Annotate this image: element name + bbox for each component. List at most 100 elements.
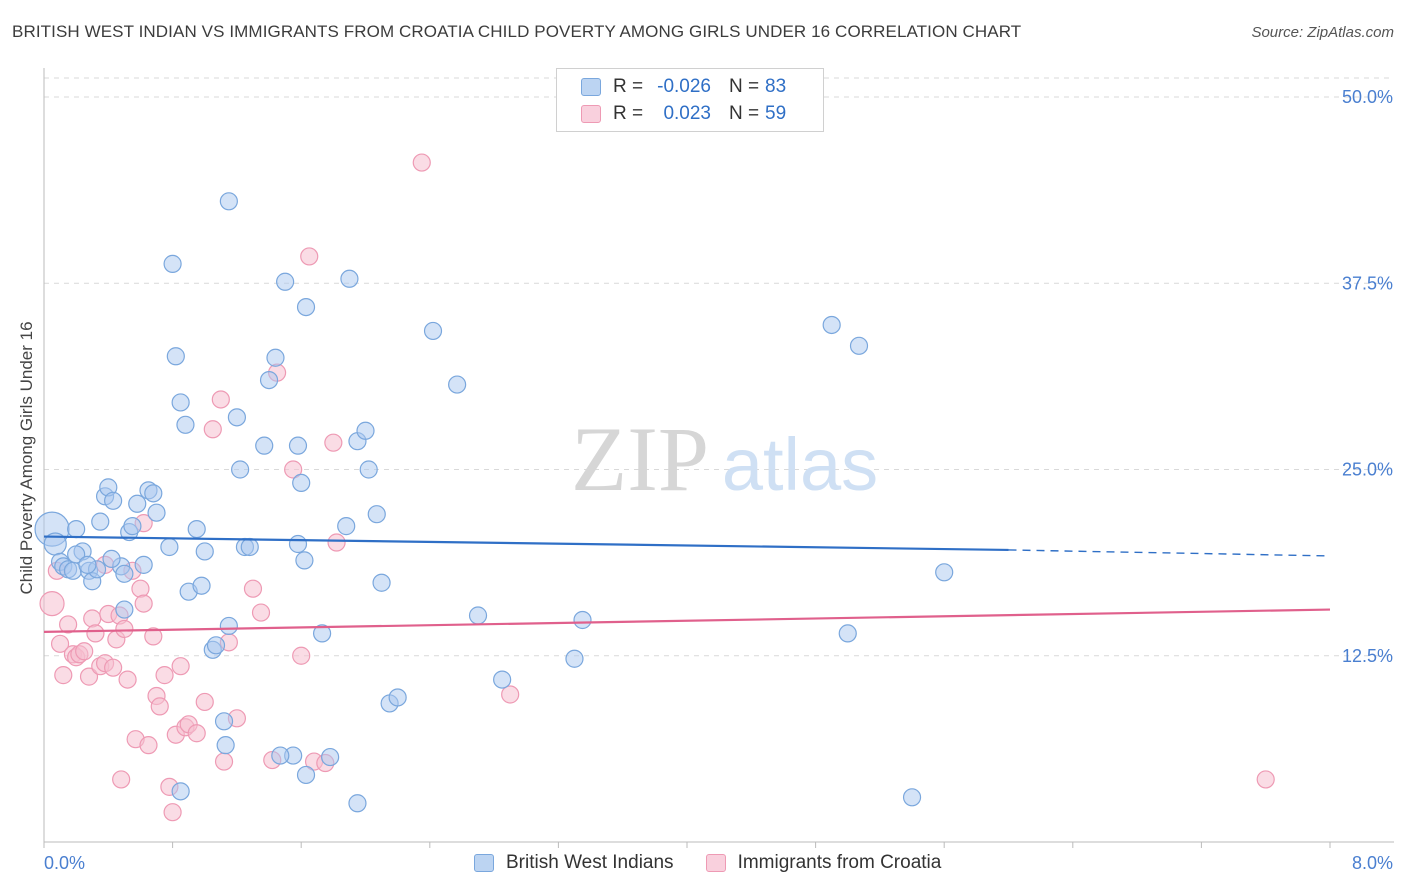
watermark-atlas: atlas: [722, 423, 878, 506]
point-bwi: [372, 573, 391, 592]
point-bwi: [166, 347, 185, 366]
point-bwi: [171, 782, 190, 801]
point-bwi: [134, 555, 153, 574]
legend-n-value: 59: [765, 103, 787, 124]
point-bwi: [176, 415, 195, 434]
point-bwi: [78, 555, 97, 574]
point-croatia: [163, 803, 182, 822]
legend-n-label: N =: [729, 103, 760, 124]
watermark-zip: ZIP: [571, 408, 709, 510]
point-bwi: [312, 624, 332, 643]
point-croatia: [203, 420, 222, 439]
point-bwi: [219, 616, 238, 636]
point-bwi: [337, 517, 356, 536]
point-bwi: [67, 519, 86, 539]
point-bwi: [367, 505, 386, 524]
correlation-legend: R = -0.026 N = 83 R = 0.023 N = 59: [556, 68, 824, 132]
watermark: ZIP atlas: [571, 408, 878, 510]
axis-labels: 12.5% 25.0% 37.5% 50.0% 0.0% 8.0% Child Povert…: [17, 87, 1393, 873]
point-bwi: [468, 606, 488, 625]
legend-swatch-pink: [581, 105, 601, 123]
point-croatia: [139, 736, 158, 755]
point-croatia: [86, 624, 105, 643]
point-croatia: [79, 667, 99, 686]
legend-label-croatia: Immigrants from Croatia: [737, 852, 942, 873]
point-croatia: [171, 657, 190, 676]
point-bwi: [231, 460, 250, 479]
legend-r-value: 0.023: [663, 103, 711, 124]
point-bwi: [266, 348, 285, 367]
point-croatia: [50, 634, 70, 653]
point-croatia: [54, 666, 73, 685]
point-bwi: [144, 484, 163, 503]
legend-swatch-blue: [474, 854, 494, 872]
point-croatia: [59, 615, 78, 634]
legend-swatch-pink: [705, 854, 726, 872]
point-bwi: [573, 610, 592, 630]
point-croatia: [292, 646, 311, 665]
x-tick-label: 0.0%: [44, 853, 85, 873]
point-bwi: [565, 649, 584, 668]
point-bwi: [838, 624, 857, 643]
legend-item-croatia: Immigrants from Croatia: [705, 852, 942, 874]
point-bwi: [493, 670, 512, 689]
grid-lines: [44, 77, 1394, 657]
legend-n-value: 83: [765, 76, 787, 97]
y-tick-label: 25.0%: [1342, 460, 1393, 480]
legend-row-bwi: R = -0.026 N = 83: [581, 74, 786, 100]
point-croatia: [300, 247, 319, 266]
legend-swatch-blue: [581, 78, 601, 96]
legend-r-label: R =: [613, 103, 644, 124]
point-bwi: [227, 408, 246, 427]
point-croatia: [112, 770, 131, 789]
source-label: Source: ZipAtlas.com: [1251, 24, 1394, 41]
point-bwi: [195, 542, 214, 561]
point-bwi: [219, 192, 238, 211]
series-bwi-points: [34, 192, 954, 813]
point-bwi: [340, 269, 359, 288]
point-croatia: [243, 579, 263, 598]
legend-r-label: R =: [613, 76, 644, 97]
point-bwi: [321, 747, 340, 767]
point-bwi: [259, 371, 279, 390]
legend-r-value: -0.026: [657, 76, 711, 97]
point-croatia: [251, 603, 271, 622]
x-tick-label: 8.0%: [1352, 853, 1393, 873]
point-bwi: [296, 297, 316, 317]
point-croatia: [131, 579, 150, 598]
point-bwi: [91, 512, 110, 531]
point-bwi: [271, 746, 290, 765]
point-bwi: [348, 794, 367, 813]
point-bwi: [356, 421, 375, 440]
point-bwi: [240, 537, 259, 557]
point-bwi: [295, 551, 314, 570]
point-bwi: [423, 321, 443, 341]
trend-lines: [43, 535, 1331, 634]
point-croatia: [412, 153, 431, 172]
point-bwi: [288, 534, 308, 554]
point-croatia: [284, 460, 303, 479]
trend-line-bwi: [43, 535, 1009, 552]
legend-row-croatia: R = 0.023 N = 59: [581, 101, 786, 127]
point-bwi: [359, 460, 378, 479]
point-bwi: [128, 494, 147, 513]
point-bwi: [104, 491, 123, 510]
point-bwi: [935, 563, 954, 582]
point-bwi: [147, 503, 166, 522]
point-bwi: [288, 436, 308, 455]
legend-n-label: N =: [729, 76, 760, 97]
point-croatia: [327, 533, 346, 552]
y-tick-label: 50.0%: [1342, 87, 1393, 107]
point-croatia: [75, 642, 94, 661]
point-bwi: [115, 564, 134, 583]
point-croatia: [150, 697, 169, 716]
point-bwi: [115, 600, 134, 619]
point-croatia: [195, 692, 214, 712]
point-croatia: [115, 619, 134, 639]
point-bwi: [206, 636, 226, 655]
point-bwi: [160, 537, 179, 557]
point-bwi: [123, 517, 142, 536]
point-croatia: [39, 590, 65, 617]
point-bwi: [163, 254, 182, 273]
